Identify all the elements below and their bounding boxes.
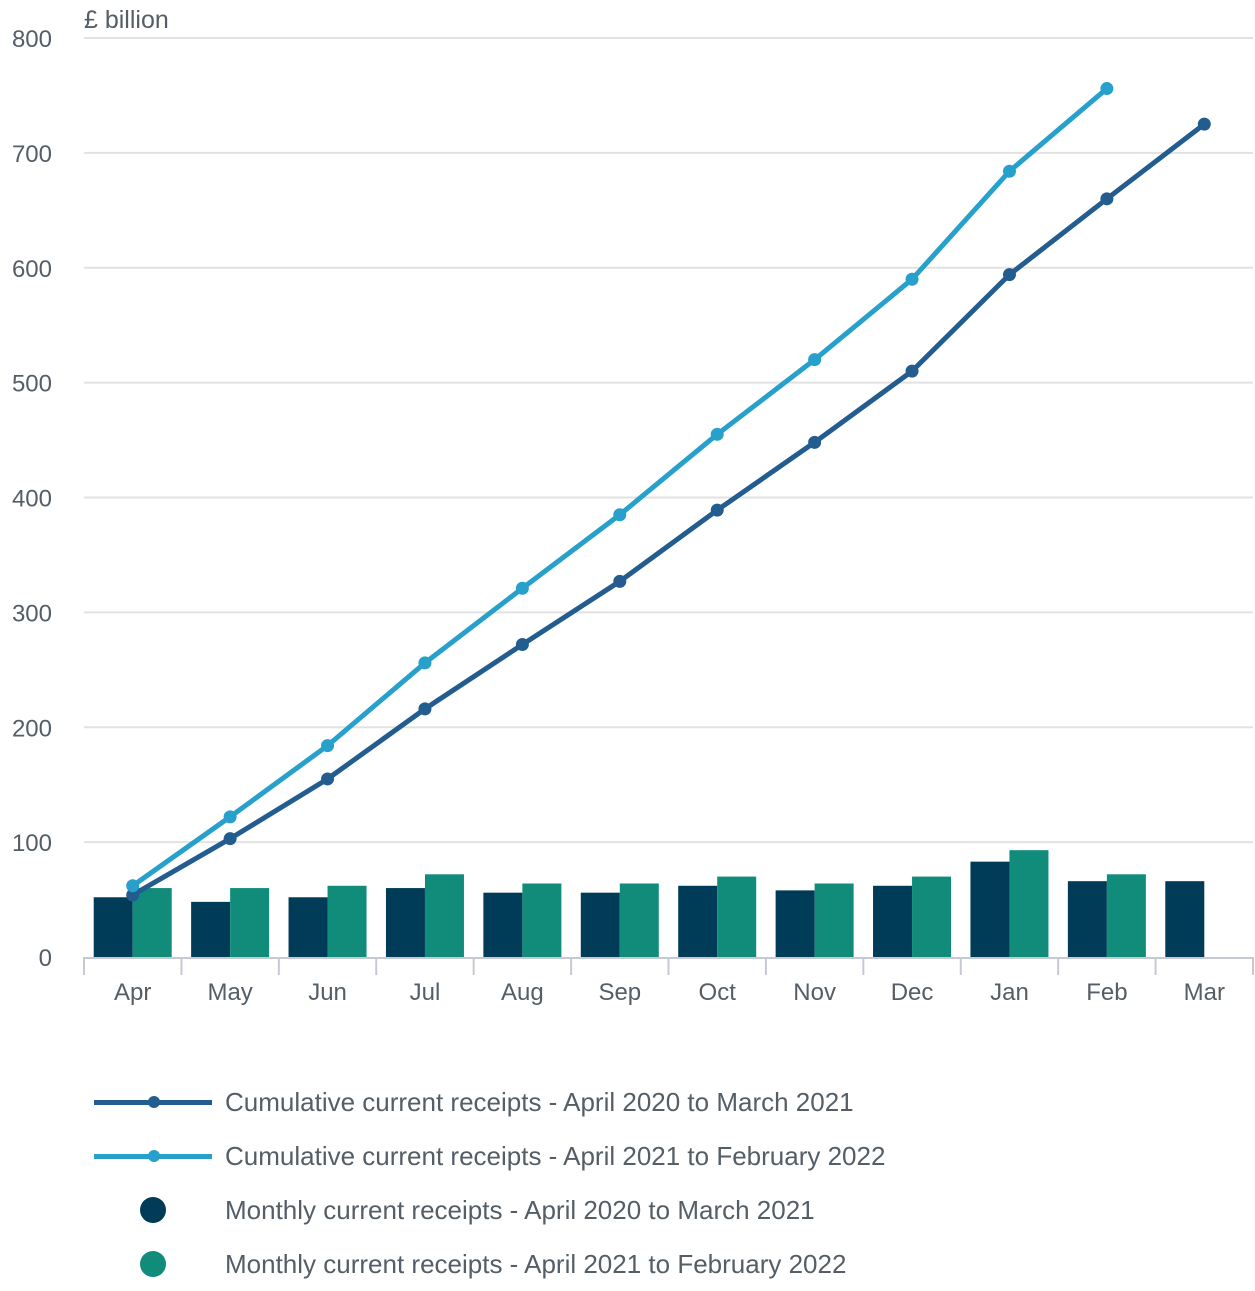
x-axis bbox=[83, 957, 1254, 975]
chart: 0 100 200 300 400 500 600 700 800 Apr May Jun Jul Aug… bbox=[12, 6, 1254, 1006]
line-point[interactable] bbox=[1002, 268, 1016, 282]
x-tick-label: Nov bbox=[793, 979, 836, 1006]
y-tick-label: 0 bbox=[39, 945, 52, 972]
bar[interactable] bbox=[1165, 881, 1205, 957]
x-tick-label: Sep bbox=[598, 979, 641, 1006]
line-point[interactable] bbox=[710, 427, 724, 441]
lines bbox=[126, 82, 1211, 902]
line-point[interactable] bbox=[126, 879, 140, 893]
line-point[interactable] bbox=[808, 435, 822, 449]
line-point[interactable] bbox=[613, 574, 627, 588]
bar[interactable] bbox=[93, 897, 133, 957]
bars bbox=[93, 850, 1205, 957]
x-tick-label: May bbox=[207, 979, 252, 1006]
line-point[interactable] bbox=[1100, 192, 1114, 206]
bar[interactable] bbox=[191, 901, 231, 957]
line-point[interactable] bbox=[321, 739, 335, 753]
bar[interactable] bbox=[678, 885, 718, 957]
line-point[interactable] bbox=[515, 638, 529, 652]
bar[interactable] bbox=[385, 888, 425, 957]
line-point[interactable] bbox=[126, 888, 140, 902]
legend: Cumulative current receipts - April 2020… bbox=[90, 1075, 885, 1291]
x-tick-label: Mar bbox=[1184, 979, 1225, 1006]
x-tick-label: Oct bbox=[699, 979, 737, 1006]
bar[interactable] bbox=[1009, 850, 1049, 957]
line-point[interactable] bbox=[321, 772, 335, 786]
bar[interactable] bbox=[424, 874, 464, 957]
tick-labels: 0 100 200 300 400 500 600 700 800 Apr May Jun Jul Aug… bbox=[12, 26, 1225, 1006]
legend-label: Monthly current receipts - April 2020 to… bbox=[225, 1194, 815, 1225]
series-line[interactable] bbox=[131, 122, 1206, 898]
line-point[interactable] bbox=[1002, 164, 1016, 178]
line-point[interactable] bbox=[223, 810, 237, 824]
legend-dot-swatch bbox=[90, 1195, 225, 1225]
line-point[interactable] bbox=[613, 508, 627, 522]
y-tick-label: 800 bbox=[12, 26, 52, 53]
x-tick-label: Apr bbox=[114, 979, 151, 1006]
legend-item-monthly-2021[interactable]: Monthly current receipts - April 2021 to… bbox=[90, 1237, 885, 1291]
bar[interactable] bbox=[230, 888, 270, 957]
bar[interactable] bbox=[580, 892, 620, 957]
legend-label: Cumulative current receipts - April 2020… bbox=[225, 1086, 854, 1117]
bar[interactable] bbox=[1067, 881, 1107, 957]
line-point[interactable] bbox=[710, 503, 724, 517]
line-point[interactable] bbox=[418, 702, 432, 716]
y-tick-label: 400 bbox=[12, 486, 52, 513]
gridlines bbox=[84, 37, 1253, 844]
legend-item-monthly-2020[interactable]: Monthly current receipts - April 2020 to… bbox=[90, 1183, 885, 1237]
y-tick-label: 600 bbox=[12, 256, 52, 283]
bar[interactable] bbox=[327, 885, 367, 957]
y-tick-label: 100 bbox=[12, 830, 52, 857]
bar[interactable] bbox=[912, 876, 952, 957]
y-tick-label: 700 bbox=[12, 141, 52, 168]
legend-label: Cumulative current receipts - April 2021… bbox=[225, 1140, 886, 1171]
line-point[interactable] bbox=[515, 581, 529, 595]
line-point[interactable] bbox=[905, 272, 919, 286]
legend-line-swatch bbox=[90, 1087, 225, 1117]
legend-item-cumulative-2020[interactable]: Cumulative current receipts - April 2020… bbox=[90, 1075, 885, 1129]
x-tick-label: Jul bbox=[410, 979, 441, 1006]
x-tick-label: Jan bbox=[990, 979, 1029, 1006]
legend-item-cumulative-2021[interactable]: Cumulative current receipts - April 2021… bbox=[90, 1129, 885, 1183]
bar[interactable] bbox=[132, 888, 172, 957]
bar[interactable] bbox=[970, 861, 1010, 957]
line-point[interactable] bbox=[1100, 82, 1114, 96]
bar[interactable] bbox=[873, 885, 913, 957]
x-tick-label: Feb bbox=[1086, 979, 1127, 1006]
series-line[interactable] bbox=[131, 86, 1109, 888]
line-point[interactable] bbox=[1197, 117, 1211, 131]
line-point[interactable] bbox=[905, 364, 919, 378]
x-tick-label: Aug bbox=[501, 979, 544, 1006]
bar[interactable] bbox=[619, 883, 659, 957]
bar[interactable] bbox=[775, 890, 815, 957]
line-point[interactable] bbox=[808, 353, 822, 367]
legend-label: Monthly current receipts - April 2021 to… bbox=[225, 1248, 847, 1279]
bar[interactable] bbox=[288, 897, 328, 957]
legend-line-swatch bbox=[90, 1141, 225, 1171]
y-tick-label: 500 bbox=[12, 371, 52, 398]
y-tick-label: 300 bbox=[12, 600, 52, 627]
bar[interactable] bbox=[814, 883, 854, 957]
x-tick-label: Jun bbox=[308, 979, 347, 1006]
bar[interactable] bbox=[717, 876, 757, 957]
x-tick-label: Dec bbox=[891, 979, 934, 1006]
bar[interactable] bbox=[483, 892, 523, 957]
legend-dot-swatch bbox=[90, 1249, 225, 1279]
y-tick-label: 200 bbox=[12, 715, 52, 742]
bar[interactable] bbox=[1106, 874, 1146, 957]
bar[interactable] bbox=[522, 883, 562, 957]
line-point[interactable] bbox=[223, 832, 237, 846]
y-axis-unit-label: £ billion bbox=[84, 6, 169, 34]
line-point[interactable] bbox=[418, 656, 432, 670]
